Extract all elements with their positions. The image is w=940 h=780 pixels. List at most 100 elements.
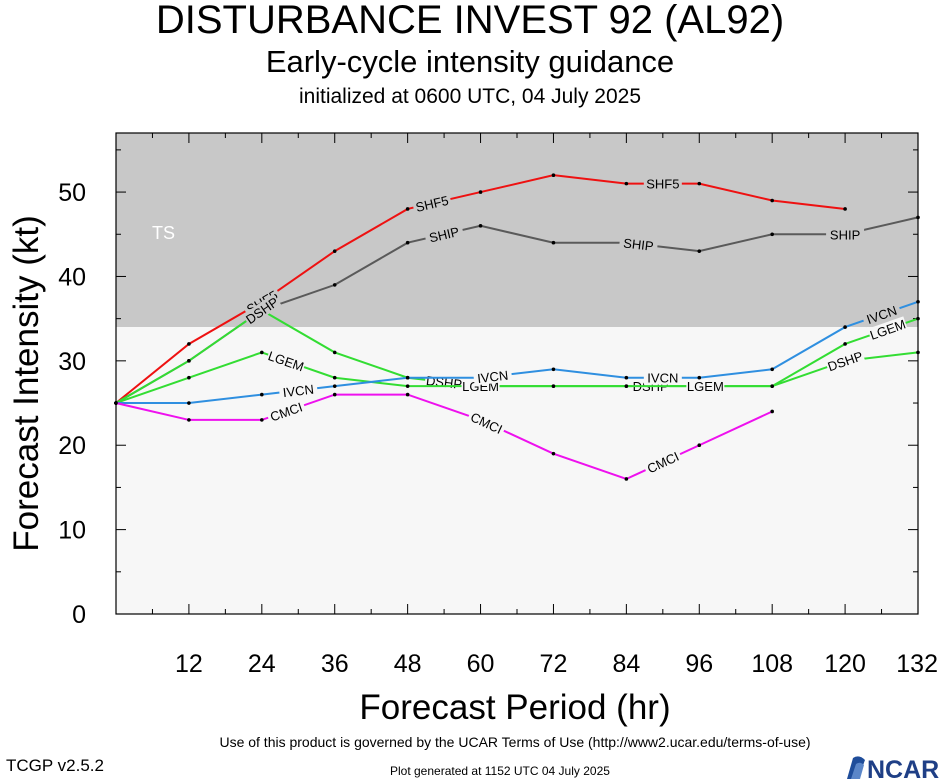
data-point [916, 350, 920, 355]
data-point [697, 443, 702, 448]
x-tick-label: 12 [175, 650, 203, 678]
y-axis-label: Forecast Intensity (kt) [7, 215, 46, 551]
svg-text:NCAR: NCAR [867, 756, 939, 780]
data-point [478, 224, 483, 228]
series-label: SHIP [618, 234, 659, 254]
data-point [843, 207, 847, 211]
data-point [405, 240, 410, 245]
series-label-text: LGEM [687, 379, 724, 394]
series-label-text: IVCN [647, 371, 678, 386]
intensity-band [116, 327, 918, 614]
data-point [624, 181, 629, 186]
data-point [770, 367, 774, 372]
x-tick-label: 36 [321, 650, 349, 678]
x-tick-label: 72 [540, 650, 568, 678]
data-point [551, 367, 556, 372]
series-label: SHIP [424, 223, 465, 245]
chart-subtitle: Early-cycle intensity guidance [265, 44, 675, 79]
intensity-band [116, 133, 918, 328]
y-tick-label: 30 [58, 348, 86, 376]
x-tick-label: 84 [612, 650, 640, 678]
label-backing [466, 408, 507, 438]
data-point [916, 299, 920, 304]
data-point [770, 198, 774, 203]
series-label: SHIP [826, 227, 865, 242]
series-line [115, 317, 919, 404]
data-point [187, 342, 191, 346]
series-label-text: SHF5 [646, 177, 679, 192]
x-tick-label: 96 [685, 650, 713, 678]
data-point [770, 384, 774, 388]
series-label-text: SHF5 [414, 193, 450, 215]
ncar-logo: NCAR [847, 756, 939, 780]
data-point [405, 207, 410, 211]
label-backing [265, 398, 307, 425]
data-point [770, 232, 774, 237]
data-point [332, 384, 337, 388]
series-label-text: SHIP [830, 227, 860, 242]
x-tick-label: 108 [751, 650, 793, 678]
data-point [260, 392, 264, 397]
label-backing [473, 367, 513, 386]
series-label: IVCN [643, 370, 682, 386]
chart-title: DISTURBANCE INVEST 92 (AL92) [155, 0, 785, 42]
label-backing [642, 447, 684, 477]
y-tick-label: 50 [58, 179, 86, 207]
series-label-text: IVCN [476, 368, 509, 386]
terms-of-use-text: Use of this product is governed by the U… [219, 734, 811, 750]
y-tick-label: 10 [58, 517, 86, 545]
label-backing [861, 301, 902, 328]
label-backing [618, 234, 659, 254]
data-point [624, 384, 629, 388]
data-point [332, 283, 337, 287]
x-tick-label: 120 [824, 650, 866, 678]
data-point [916, 215, 920, 220]
x-tick-label: 24 [248, 650, 276, 678]
label-backing [643, 370, 682, 385]
data-point [843, 342, 847, 346]
data-point [332, 350, 337, 355]
data-point [624, 375, 629, 380]
data-point [332, 375, 337, 380]
series-label: IVCN [278, 381, 318, 400]
x-axis-label: Forecast Period (hr) [359, 688, 670, 727]
series-label: IVCN [473, 367, 513, 386]
data-point [916, 316, 920, 321]
label-backing [826, 227, 865, 242]
data-point [332, 392, 337, 397]
data-point [697, 181, 702, 186]
data-point [260, 350, 264, 355]
label-backing [824, 347, 866, 374]
label-backing [867, 316, 908, 343]
series-line [116, 300, 919, 405]
data-point [551, 384, 556, 388]
y-tick-label: 40 [58, 263, 86, 291]
series-label: SHF5 [411, 192, 453, 215]
label-backing [411, 192, 453, 215]
x-tick-label: 48 [394, 650, 422, 678]
data-point [478, 190, 483, 194]
data-point [624, 477, 629, 481]
data-point [187, 418, 191, 422]
label-backing [686, 379, 725, 394]
y-tick-label: 0 [72, 601, 86, 629]
band-label: TS [152, 223, 175, 243]
data-point [114, 401, 118, 405]
data-point [697, 375, 702, 380]
x-tick-label: 132 [896, 650, 938, 678]
x-tick-label: 60 [467, 650, 495, 678]
generated-time-label: Plot generated at 1152 UTC 04 July 2025 [390, 764, 610, 778]
label-backing [265, 347, 307, 374]
series-label-text: IVCN [282, 382, 315, 400]
data-point [187, 401, 191, 405]
series-label: LGEM [686, 379, 725, 394]
data-point [770, 409, 774, 414]
data-point [551, 451, 556, 456]
init-time-label: initialized at 0600 UTC, 04 July 2025 [298, 85, 642, 108]
data-point [843, 325, 847, 329]
data-point [405, 375, 410, 380]
data-point [187, 359, 191, 363]
data-point [260, 418, 264, 422]
